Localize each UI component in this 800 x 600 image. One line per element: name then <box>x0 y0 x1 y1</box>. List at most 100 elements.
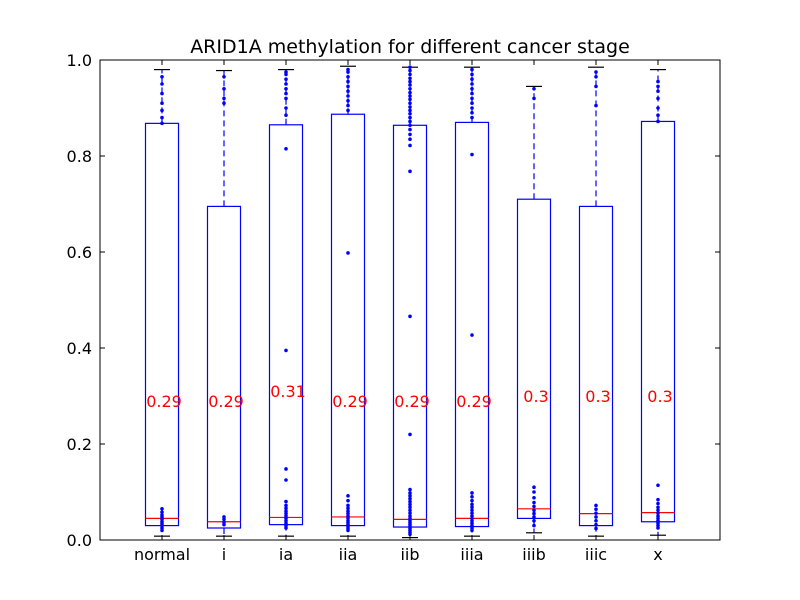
box-group-iiic: 0.3 <box>578 66 614 537</box>
outlier-point <box>470 82 474 86</box>
outlier-point <box>222 75 226 79</box>
outlier-point <box>284 506 288 511</box>
outlier-point <box>656 96 660 101</box>
outlier-point <box>284 147 288 151</box>
outlier-point <box>470 152 474 157</box>
outlier-point <box>656 508 660 513</box>
median-value-label: 0.29 <box>394 392 430 411</box>
outlier-point <box>160 82 164 86</box>
outlier-point <box>222 517 226 522</box>
plot-area: 0.29 0.29 0.31 0.29 0.29 0.29 0.3 0.3 0.3 <box>144 65 676 539</box>
outlier-point <box>594 84 598 89</box>
outlier-point <box>160 115 164 120</box>
outlier-point <box>346 75 350 79</box>
outlier-point <box>532 500 536 505</box>
outlier-point <box>408 511 412 515</box>
outlier-point <box>222 87 226 91</box>
outlier-point <box>408 487 412 492</box>
median-value-label: 0.3 <box>585 387 610 406</box>
outlier-point <box>594 522 598 527</box>
outlier-point <box>408 97 412 102</box>
box <box>640 120 676 523</box>
outlier-point <box>408 137 412 141</box>
outlier-point <box>408 65 412 69</box>
outlier-point <box>532 523 536 528</box>
median-value-label: 0.29 <box>456 392 492 411</box>
outlier-point <box>470 67 474 72</box>
outlier-point <box>160 108 164 113</box>
outlier-point <box>408 79 412 84</box>
axes-frame <box>99 59 721 541</box>
outlier-point <box>346 251 350 255</box>
outlier-point <box>470 502 474 507</box>
outlier-point <box>346 99 350 103</box>
outlier-point <box>470 511 474 515</box>
outlier-point <box>532 504 536 509</box>
box-group-x: 0.3 <box>640 68 676 536</box>
box <box>206 205 242 529</box>
box <box>392 124 428 528</box>
outlier-point <box>408 496 412 501</box>
outlier-point <box>470 87 474 91</box>
outlier-point <box>408 101 412 105</box>
outlier-point <box>470 91 474 96</box>
outlier-point <box>408 494 412 498</box>
outlier-point <box>470 77 474 81</box>
box <box>516 198 552 520</box>
outlier-point <box>594 507 598 512</box>
outlier-point <box>408 532 412 537</box>
outlier-point <box>532 511 536 516</box>
y-tick-label: 0.2 <box>67 435 92 454</box>
outlier-point <box>470 72 474 77</box>
y-tick-label: 0.0 <box>67 531 92 550</box>
x-tick-label: i <box>222 545 226 564</box>
outlier-point <box>532 490 536 494</box>
outlier-point <box>656 89 660 93</box>
outlier-point <box>346 79 350 84</box>
outlier-point <box>160 91 164 96</box>
outlier-point <box>346 506 350 511</box>
outlier-point <box>470 111 474 115</box>
outlier-point <box>222 101 226 105</box>
x-tick-label: iib <box>400 545 419 564</box>
median-value-label: 0.29 <box>146 392 182 411</box>
outlier-point <box>532 495 536 500</box>
outlier-point <box>594 70 598 74</box>
outlier-point <box>284 106 288 110</box>
outlier-point <box>284 96 288 101</box>
outlier-point <box>284 82 288 86</box>
outlier-point <box>160 75 164 79</box>
outlier-point <box>594 103 598 108</box>
outlier-point <box>346 528 350 533</box>
box-group-i: 0.29 <box>206 69 244 537</box>
x-tick-label: x <box>653 545 662 564</box>
outlier-point <box>408 499 412 504</box>
outlier-point <box>408 314 412 319</box>
outlier-point <box>284 87 288 91</box>
outlier-point <box>408 83 412 87</box>
median-value-label: 0.3 <box>647 387 672 406</box>
outlier-point <box>470 508 474 513</box>
outlier-point <box>408 491 412 495</box>
outlier-point <box>408 108 412 113</box>
outlier-point <box>408 68 412 73</box>
x-tick-label: normal <box>134 545 190 564</box>
outlier-point <box>408 127 412 132</box>
outlier-point <box>346 503 350 508</box>
box <box>144 122 180 527</box>
outlier-point <box>346 494 350 498</box>
outlier-point <box>346 94 350 98</box>
box-group-iiib: 0.3 <box>516 85 552 534</box>
box <box>578 205 614 527</box>
outlier-point <box>656 119 660 124</box>
outlier-point <box>284 113 288 117</box>
outlier-point <box>408 502 412 507</box>
outlier-point <box>594 511 598 515</box>
outlier-point <box>284 348 288 353</box>
x-tick-label: iiib <box>522 545 546 564</box>
outlier-point <box>284 77 288 81</box>
x-tick-label: iia <box>339 545 358 564</box>
outlier-point <box>346 70 350 74</box>
